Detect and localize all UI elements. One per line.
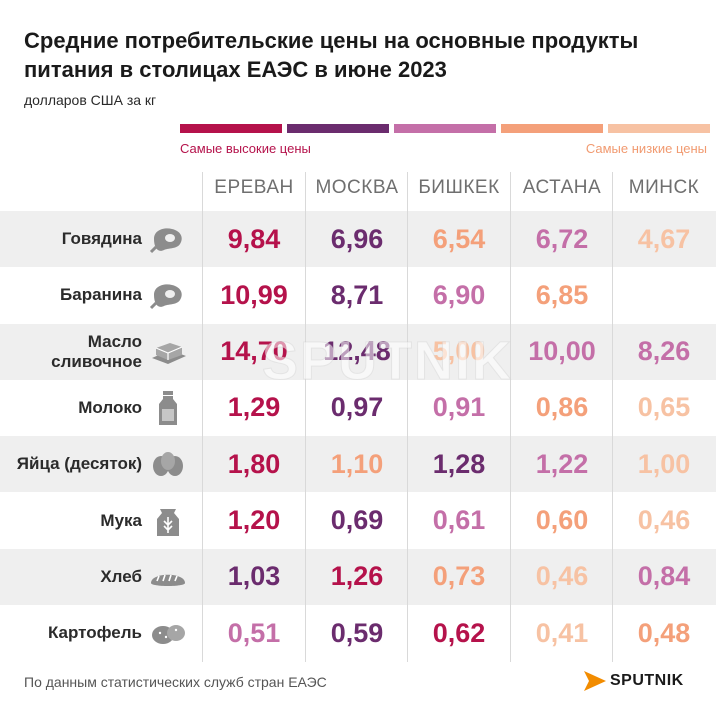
legend-bar-1: [180, 124, 282, 133]
price-cell: 0,48: [637, 617, 691, 648]
bread-icon: [148, 559, 188, 595]
price-cell: 1,10: [330, 448, 384, 479]
column-divider: [305, 172, 306, 662]
price-cell: [612, 267, 716, 323]
column-divider: [612, 172, 613, 662]
price-cell: 12,48: [323, 336, 391, 367]
price-cell: 1,80: [227, 448, 281, 479]
row-label: Говядина: [61, 229, 142, 248]
column-header-astana: АСТАНА: [522, 177, 602, 198]
column-divider: [510, 172, 511, 662]
logo-text: SPUTNIK: [610, 672, 684, 689]
table-row: Говядина 9,84 6,96 6,54 6,72 4,67: [0, 211, 716, 267]
price-cell: 1,28: [432, 448, 486, 479]
price-cell: 0,46: [637, 505, 691, 535]
butter-icon: [148, 334, 188, 370]
price-cell: 0,46: [535, 561, 589, 592]
price-cell: 1,20: [227, 505, 281, 535]
row-label: Баранина: [60, 285, 142, 305]
row-label: Мука: [100, 510, 142, 530]
price-cell: 6,72: [535, 223, 589, 254]
price-cell: 10,00: [528, 336, 596, 367]
sputnik-logo: SPUTNIK: [584, 671, 684, 691]
column-divider: [407, 172, 408, 662]
subtitle-units: долларов США за кг: [24, 92, 157, 108]
column-header-minsk: МИНСК: [628, 177, 700, 198]
price-cell: 1,26: [330, 561, 384, 592]
price-cell: 5,00: [432, 336, 486, 367]
watermark-logo: SPUTNIK: [261, 331, 514, 392]
price-cell: 0,60: [535, 505, 589, 535]
price-cell: 0,61: [432, 505, 486, 535]
price-cell: 1,29: [227, 392, 281, 423]
price-cell: 1,00: [637, 448, 691, 479]
price-cell: 0,65: [637, 392, 691, 423]
price-cell: 6,90: [432, 279, 486, 310]
table-row: Яйца (десяток) 1,80 1,10 1,28 1,22 1,00: [0, 436, 716, 493]
row-label: Масло сливочное: [51, 331, 142, 371]
price-cell: 10,99: [220, 279, 288, 310]
price-cell: 4,67: [637, 223, 691, 254]
legend-bar-5: [608, 124, 710, 133]
column-header-moscow: МОСКВА: [315, 177, 399, 198]
price-cell: 0,73: [432, 561, 486, 592]
legend-high-label: Самые высокие цены: [180, 141, 311, 156]
price-cell: 0,69: [330, 505, 384, 535]
column-divider: [202, 172, 203, 662]
row-label: Хлеб: [100, 566, 142, 586]
price-cell: 0,41: [535, 617, 589, 648]
row-label: Картофель: [47, 623, 142, 643]
sputnik-arrow-icon: [584, 671, 606, 691]
table-row: Молоко 1,29 0,97 0,91 0,86 0,65: [0, 380, 716, 436]
price-cell: 8,71: [330, 279, 384, 310]
price-cell: 0,59: [330, 617, 384, 648]
price-cell: 0,84: [637, 561, 691, 592]
column-header-yerevan: ЕРЕВАН: [214, 177, 294, 198]
price-cell: 14,70: [220, 336, 288, 367]
price-cell: 0,62: [432, 617, 486, 648]
legend-low-label: Самые низкие цены: [585, 141, 707, 156]
legend-bar-3: [394, 124, 496, 133]
price-cell: 0,91: [432, 392, 486, 423]
page-title: Средние потребительские цены на основные…: [24, 28, 639, 82]
price-cell: 0,86: [535, 392, 589, 423]
table-row: Баранина 10,99 8,71 6,90 6,85: [0, 267, 716, 323]
eggs-icon: [148, 446, 188, 482]
price-cell: 1,22: [535, 448, 589, 479]
potato-icon: [148, 615, 188, 651]
price-cell: 8,26: [637, 336, 691, 367]
column-header-bishkek: БИШКЕК: [418, 177, 500, 198]
table-row: Хлеб 1,03 1,26 0,73 0,46 0,84: [0, 548, 716, 605]
table-row: Картофель 0,51 0,59 0,62 0,41 0,48: [0, 605, 716, 661]
legend-bar-2: [287, 124, 389, 133]
price-cell: 0,51: [227, 617, 281, 648]
price-cell: 6,96: [330, 223, 384, 254]
table-row: Масло сливочное 14,70 12,48 5,00 10,00 8,26: [0, 323, 716, 380]
steak-icon: [148, 221, 188, 257]
price-cell: 6,54: [432, 223, 486, 254]
row-label: Яйца (десяток): [16, 454, 142, 474]
flour-sack-icon: [148, 503, 188, 539]
milk-bottle-icon: [148, 390, 188, 426]
steak-icon: [148, 277, 188, 313]
table-row: Мука 1,20 0,69 0,61 0,60 0,46: [0, 493, 716, 549]
price-cell: 1,03: [227, 561, 281, 592]
price-cell: 9,84: [227, 223, 281, 254]
price-cell: 0,97: [330, 392, 384, 423]
legend-bar-4: [501, 124, 603, 133]
source-footer: По данным статистических служб стран ЕАЭ…: [24, 674, 327, 690]
row-label: Молоко: [78, 397, 142, 417]
price-cell: 6,85: [535, 279, 589, 310]
